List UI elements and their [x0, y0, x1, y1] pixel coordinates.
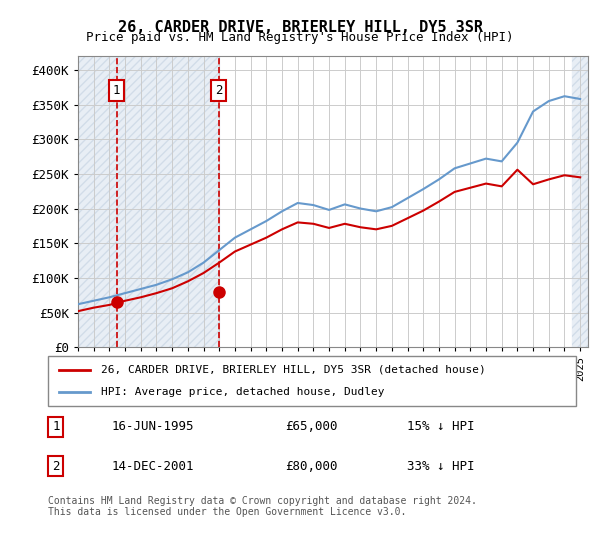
Text: HPI: Average price, detached house, Dudley: HPI: Average price, detached house, Dudl… — [101, 387, 385, 397]
Text: 14-DEC-2001: 14-DEC-2001 — [112, 460, 194, 473]
Text: 2: 2 — [52, 460, 59, 473]
Text: £65,000: £65,000 — [286, 421, 338, 433]
Text: 33% ↓ HPI: 33% ↓ HPI — [407, 460, 475, 473]
Text: 26, CARDER DRIVE, BRIERLEY HILL, DY5 3SR (detached house): 26, CARDER DRIVE, BRIERLEY HILL, DY5 3SR… — [101, 365, 485, 375]
Text: 1: 1 — [113, 84, 121, 97]
Bar — [572, 56, 588, 347]
Text: Price paid vs. HM Land Registry's House Price Index (HPI): Price paid vs. HM Land Registry's House … — [86, 31, 514, 44]
Text: 26, CARDER DRIVE, BRIERLEY HILL, DY5 3SR: 26, CARDER DRIVE, BRIERLEY HILL, DY5 3SR — [118, 20, 482, 35]
Bar — [116, 56, 218, 347]
Bar — [116, 56, 218, 347]
Text: Contains HM Land Registry data © Crown copyright and database right 2024.
This d: Contains HM Land Registry data © Crown c… — [48, 496, 477, 517]
Text: 16-JUN-1995: 16-JUN-1995 — [112, 421, 194, 433]
Bar — [78, 56, 116, 347]
Text: £80,000: £80,000 — [286, 460, 338, 473]
Text: 15% ↓ HPI: 15% ↓ HPI — [407, 421, 475, 433]
FancyBboxPatch shape — [48, 356, 576, 406]
Text: 1: 1 — [52, 421, 59, 433]
Bar — [572, 56, 588, 347]
Bar — [78, 56, 116, 347]
Text: 2: 2 — [215, 84, 223, 97]
